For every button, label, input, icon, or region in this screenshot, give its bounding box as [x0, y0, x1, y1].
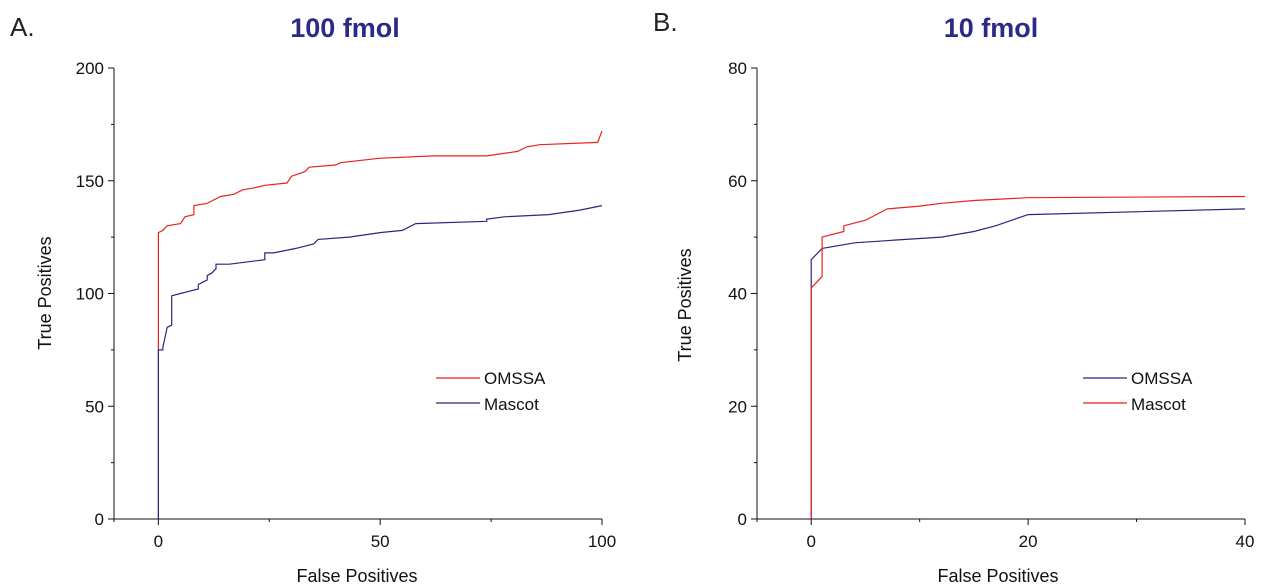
y-tick-label: 80 [728, 59, 747, 78]
chart-title: 10 fmol [944, 13, 1039, 43]
axis-ticks: 0 50 100 0 50 100 150 200 [76, 59, 617, 551]
y-tick-label: 100 [76, 285, 104, 304]
x-tick-label: 20 [1019, 532, 1038, 551]
series-lines [157, 130, 603, 519]
y-tick-label: 150 [76, 172, 104, 191]
y-tick-label: 200 [76, 59, 104, 78]
legend: OMSSA Mascot [436, 369, 546, 414]
x-tick-label: 0 [154, 532, 163, 551]
x-tick-label: 100 [588, 532, 616, 551]
chart-title: 100 fmol [290, 13, 400, 43]
legend-label-mascot: Mascot [1131, 395, 1186, 414]
panel-label: A. [10, 12, 35, 42]
series-line-omssa [157, 130, 603, 519]
y-tick-label: 60 [728, 172, 747, 191]
y-tick-label: 0 [738, 510, 747, 529]
x-tick-label: 50 [371, 532, 390, 551]
series-line-omssa [810, 208, 1246, 519]
y-axis-label: True Positives [675, 248, 695, 361]
series-line-mascot [157, 205, 603, 519]
y-tick-label: 50 [85, 397, 104, 416]
axis-ticks: 0 20 40 0 20 40 60 80 [728, 59, 1254, 551]
x-tick-label: 0 [806, 532, 815, 551]
series-line-mascot [810, 195, 1246, 519]
legend-label-omssa: OMSSA [484, 369, 546, 388]
chart-panel-a: A. 100 fmol 0 50 100 0 50 100 150 200 False Pos… [10, 12, 616, 586]
legend-label-omssa: OMSSA [1131, 369, 1193, 388]
y-tick-label: 40 [728, 285, 747, 304]
legend: OMSSA Mascot [1083, 369, 1193, 414]
x-axis-label: False Positives [937, 566, 1058, 586]
y-axis-label: True Positives [35, 236, 55, 349]
x-tick-label: 40 [1236, 532, 1255, 551]
chart-panel-b: B. 10 fmol 0 20 40 0 20 40 60 80 False Positive… [653, 7, 1254, 586]
y-tick-label: 0 [95, 510, 104, 529]
series-lines [810, 195, 1246, 519]
legend-label-mascot: Mascot [484, 395, 539, 414]
x-axis-label: False Positives [296, 566, 417, 586]
panel-label: B. [653, 7, 678, 37]
y-tick-label: 20 [728, 397, 747, 416]
